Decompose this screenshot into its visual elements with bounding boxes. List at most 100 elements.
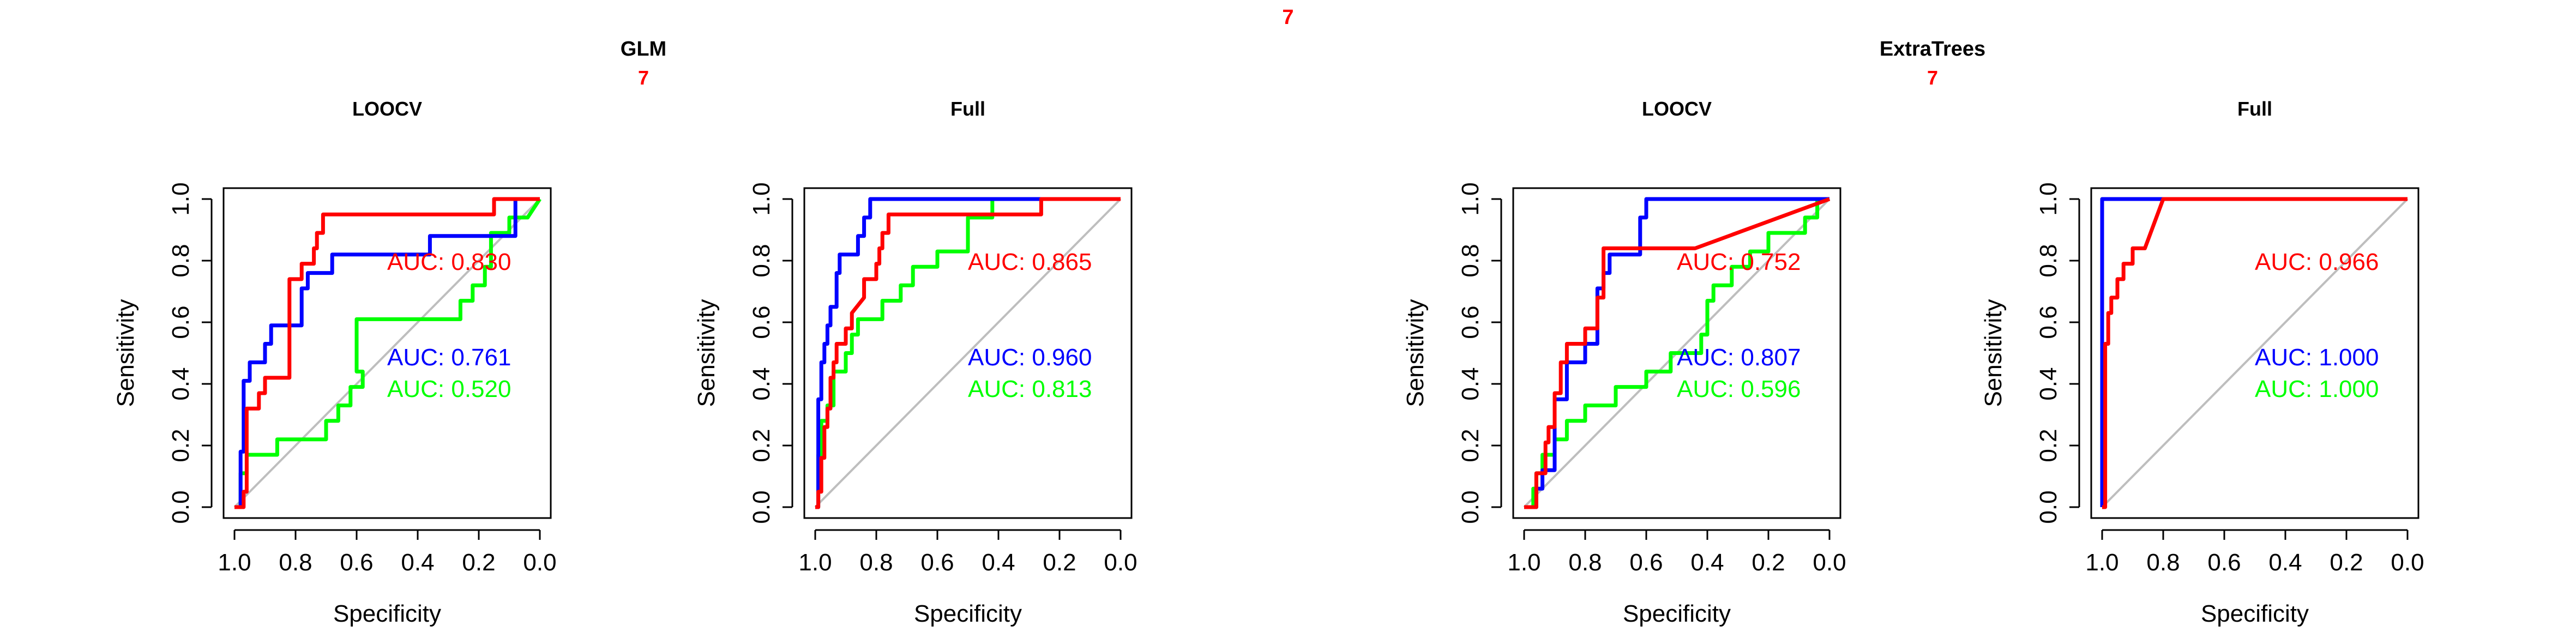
x-tick-label: 1.0 — [1507, 549, 1540, 576]
auc-label: AUC: 0.807 — [1677, 344, 1801, 371]
plot-frame — [803, 187, 1133, 519]
y-axis-label: Sensitivity — [1980, 299, 2007, 407]
x-tick-label: 0.8 — [1568, 549, 1602, 576]
x-tick-label: 0.8 — [279, 549, 312, 576]
x-axis-label: Specificity — [914, 600, 1022, 627]
x-tick-label: 0.6 — [340, 549, 373, 576]
y-tick-label: 0.8 — [2035, 244, 2062, 277]
roc-curve — [815, 197, 1121, 509]
roc-curve — [815, 197, 1121, 509]
x-tick-label: 0.4 — [1690, 549, 1724, 576]
reference-diagonal — [814, 198, 1122, 508]
y-axis-label: Sensitivity — [1402, 299, 1429, 407]
y-tick-label: 0.4 — [1457, 367, 1484, 400]
y-tick-label: 0.4 — [167, 367, 194, 400]
x-tick-label: 1.0 — [2085, 549, 2118, 576]
group-sublabel-extratrees: 7 — [1927, 67, 1938, 89]
y-tick-label: 1.0 — [167, 182, 194, 215]
auc-label: AUC: 1.000 — [2255, 376, 2379, 402]
roc-curve — [1524, 197, 1829, 509]
auc-label: AUC: 0.865 — [968, 249, 1092, 275]
y-tick-label: 1.0 — [748, 182, 775, 215]
x-axis-label: Specificity — [1623, 600, 1731, 627]
roc-curve — [1524, 197, 1831, 509]
roc-curve — [234, 197, 540, 509]
y-tick-label: 0.6 — [2035, 305, 2062, 339]
auc-label: AUC: 0.752 — [1677, 249, 1801, 275]
y-tick-label: 0.6 — [1457, 305, 1484, 339]
roc-panel-2: Full 1.0 0.8 0.6 0.4 0.2 0.0 Specificity 0.0 0.2 0… — [693, 98, 1137, 627]
x-axis-label: Specificity — [2201, 600, 2309, 627]
roc-curve — [234, 198, 541, 509]
auc-label: AUC: 1.000 — [2255, 344, 2379, 371]
group-title-extratrees: ExtraTrees — [1880, 38, 1985, 61]
x-tick-label: 0.0 — [2391, 549, 2424, 576]
y-tick-label: 0.0 — [748, 490, 775, 523]
auc-label: AUC: 0.960 — [968, 344, 1092, 371]
figure-top-label: 7 — [1282, 6, 1293, 29]
plot-frame — [2090, 187, 2419, 519]
roc-curve — [815, 197, 1121, 509]
y-tick-label: 1.0 — [1457, 182, 1484, 215]
y-tick-label: 0.4 — [2035, 367, 2062, 400]
x-tick-label: 0.6 — [920, 549, 954, 576]
panel-title: Full — [2237, 98, 2272, 120]
y-tick-label: 0.2 — [2035, 429, 2062, 462]
roc-panel-4: Full 1.0 0.8 0.6 0.4 0.2 0.0 Specificity 0.0 0.2 0… — [1980, 98, 2424, 627]
x-tick-label: 0.8 — [2146, 549, 2180, 576]
y-tick-label: 0.0 — [167, 490, 194, 523]
y-tick-label: 0.2 — [167, 429, 194, 462]
x-axis-label: Specificity — [333, 600, 441, 627]
y-tick-label: 0.2 — [748, 429, 775, 462]
plot-frame — [222, 187, 552, 519]
y-tick-label: 0.8 — [167, 244, 194, 277]
reference-diagonal — [2101, 198, 2409, 508]
auc-label: AUC: 0.520 — [387, 376, 511, 402]
x-tick-label: 0.4 — [401, 549, 434, 576]
y-tick-label: 0.0 — [1457, 490, 1484, 523]
roc-curve — [1524, 197, 1829, 509]
x-tick-label: 0.4 — [2268, 549, 2302, 576]
auc-label: AUC: 0.761 — [387, 344, 511, 371]
y-tick-label: 0.0 — [2035, 490, 2062, 523]
roc-panel-1: LOOCV 1.0 0.8 0.6 0.4 0.2 0.0 Specificity 0.0 0.2… — [112, 98, 557, 627]
x-tick-label: 0.2 — [1752, 549, 1785, 576]
x-tick-label: 0.0 — [523, 549, 556, 576]
x-tick-label: 1.0 — [218, 549, 251, 576]
x-tick-label: 0.2 — [462, 549, 495, 576]
panel-title: Full — [950, 98, 985, 120]
roc-panel-3: LOOCV 1.0 0.8 0.6 0.4 0.2 0.0 Specificity 0.0 0.2… — [1402, 98, 1846, 627]
y-tick-label: 0.8 — [1457, 244, 1484, 277]
roc-curve — [234, 197, 540, 509]
y-axis-label: Sensitivity — [693, 299, 720, 407]
y-tick-label: 0.4 — [748, 367, 775, 400]
group-sublabel-glm: 7 — [638, 67, 649, 89]
y-tick-label: 0.8 — [748, 244, 775, 277]
y-tick-label: 0.6 — [167, 305, 194, 339]
x-tick-label: 0.4 — [982, 549, 1015, 576]
group-title-glm: GLM — [621, 38, 666, 61]
x-tick-label: 0.6 — [2207, 549, 2241, 576]
x-tick-label: 0.2 — [2330, 549, 2363, 576]
x-tick-label: 0.6 — [1629, 549, 1663, 576]
roc-panels: LOOCV 1.0 0.8 0.6 0.4 0.2 0.0 Specificity 0.0 0.2… — [112, 98, 2424, 627]
x-tick-label: 1.0 — [798, 549, 832, 576]
x-tick-label: 0.0 — [1104, 549, 1137, 576]
x-tick-label: 0.0 — [1813, 549, 1846, 576]
y-tick-label: 1.0 — [2035, 182, 2062, 215]
y-tick-label: 0.6 — [748, 305, 775, 339]
auc-label: AUC: 0.813 — [968, 376, 1092, 402]
auc-label: AUC: 0.966 — [2255, 249, 2379, 275]
reference-diagonal — [233, 198, 541, 508]
panel-title: LOOCV — [1642, 98, 1712, 120]
plot-frame — [1512, 187, 1841, 519]
y-tick-label: 0.2 — [1457, 429, 1484, 462]
y-axis-label: Sensitivity — [112, 299, 139, 407]
roc-curve — [2102, 197, 2408, 509]
auc-label: AUC: 0.830 — [387, 249, 511, 275]
x-tick-label: 0.8 — [859, 549, 893, 576]
auc-label: AUC: 0.596 — [1677, 376, 1801, 402]
panel-title: LOOCV — [352, 98, 422, 120]
x-tick-label: 0.2 — [1043, 549, 1076, 576]
